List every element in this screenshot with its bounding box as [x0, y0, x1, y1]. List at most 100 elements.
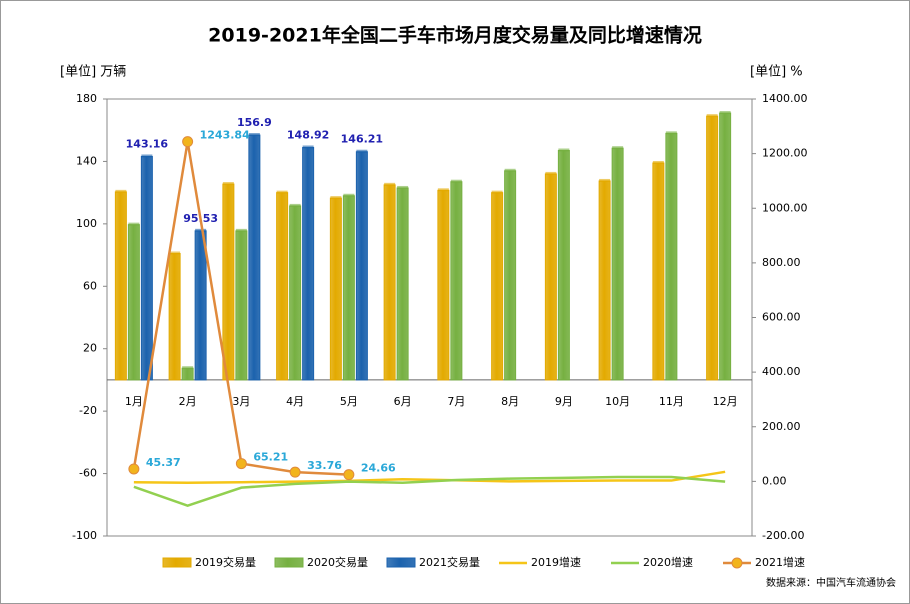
- bar: [114, 191, 127, 381]
- bar-top: [330, 196, 342, 200]
- bar-top: [128, 222, 140, 226]
- line: [133, 475, 726, 508]
- bar-top: [384, 182, 396, 186]
- y-axis-label: [单位] 万辆: [60, 65, 126, 80]
- bar: [450, 181, 463, 381]
- point: [128, 463, 140, 475]
- bar-top: [545, 171, 557, 175]
- y-tick-label: -100: [72, 529, 97, 542]
- legend-swatch: [162, 557, 192, 568]
- bar-top: [706, 114, 718, 118]
- x-tick-label: 9月: [555, 395, 573, 408]
- x-tick-label: 1月: [125, 395, 143, 408]
- x-tick-label: 10月: [605, 395, 630, 408]
- bar-top: [437, 188, 449, 192]
- bar: [396, 187, 409, 381]
- y2-tick-label: 200.00: [762, 420, 801, 433]
- point: [289, 466, 301, 478]
- bar-top: [356, 149, 368, 153]
- x-tick-label: 3月: [232, 395, 250, 408]
- y2-tick-label: 400.00: [762, 365, 801, 378]
- x-tick-label: 11月: [659, 395, 684, 408]
- y2-tick-label: 1200.00: [762, 147, 808, 160]
- data-label: 1243.84: [200, 129, 250, 142]
- bar-top: [248, 133, 260, 137]
- bar-top: [141, 154, 153, 158]
- data-label: 146.21: [341, 133, 383, 146]
- bar-top: [558, 148, 570, 152]
- bar-top: [169, 251, 181, 255]
- bar: [491, 192, 504, 381]
- bar: [665, 132, 678, 381]
- bar-top: [612, 146, 624, 150]
- bar: [544, 173, 557, 381]
- y-tick-label: 20: [83, 342, 97, 355]
- bar: [611, 147, 624, 381]
- x-tick-label: 8月: [501, 395, 519, 408]
- bar: [140, 155, 153, 381]
- source: 数据来源：中国汽车流通协会: [766, 576, 896, 589]
- legend-swatch: [274, 557, 304, 568]
- bar-top: [302, 145, 314, 149]
- bar-top: [599, 178, 611, 182]
- bar: [194, 230, 207, 381]
- x-tick-label: 4月: [286, 395, 304, 408]
- bar-top: [182, 366, 194, 370]
- point: [343, 469, 355, 481]
- bar: [127, 224, 140, 381]
- legend-label: 2019交易量: [195, 555, 256, 569]
- bar-top: [235, 228, 247, 232]
- legend-swatch: [386, 557, 416, 568]
- data-label: 33.76: [307, 459, 342, 472]
- bar-top: [652, 160, 664, 164]
- line: [133, 470, 726, 484]
- data-label: 24.66: [361, 462, 396, 475]
- bar: [222, 183, 235, 381]
- y-tick-label: 140: [76, 154, 97, 167]
- bar: [706, 115, 719, 381]
- x-tick-label: 5月: [340, 395, 358, 408]
- x-tick-label: 12月: [713, 395, 738, 408]
- y2-tick-label: 600.00: [762, 311, 801, 324]
- y-tick-label: -20: [79, 404, 97, 417]
- data-label: 143.16: [126, 137, 169, 150]
- data-label: 156.9: [237, 116, 272, 129]
- bar-top: [195, 228, 207, 232]
- y-tick-label: 100: [76, 217, 97, 230]
- bar: [276, 192, 289, 381]
- legend-label: 2021交易量: [419, 555, 480, 569]
- bar: [383, 184, 396, 381]
- y-tick-label: 180: [76, 92, 97, 105]
- bar: [719, 112, 732, 381]
- point: [235, 458, 247, 470]
- bar-top: [276, 190, 288, 194]
- bar-top: [397, 185, 409, 189]
- bar-top: [719, 111, 731, 115]
- y2-tick-label: 1000.00: [762, 201, 808, 214]
- y-tick-label: -60: [79, 467, 97, 480]
- legend-label: 2020交易量: [307, 555, 368, 569]
- bar: [557, 150, 570, 381]
- bar-top: [491, 190, 503, 194]
- bar: [355, 151, 368, 381]
- bar-top: [289, 203, 301, 207]
- y-tick-label: 60: [83, 279, 97, 292]
- data-label: 65.21: [253, 451, 288, 464]
- legend-label: 2019增速: [531, 555, 581, 569]
- y2-tick-label: 0.00: [762, 474, 787, 487]
- legend-label: 2021增速: [755, 555, 805, 569]
- bar: [181, 367, 194, 381]
- bar: [437, 189, 450, 381]
- bar: [235, 230, 248, 381]
- legend-marker: [731, 557, 743, 569]
- chart-title: 2019-2021年全国二手车市场月度交易量及同比增速情况: [208, 24, 702, 47]
- bar-top: [504, 168, 516, 172]
- legend-label: 2020增速: [643, 555, 693, 569]
- x-tick-label: 2月: [179, 395, 197, 408]
- bar: [504, 170, 517, 381]
- bar: [652, 162, 665, 381]
- bar-top: [222, 182, 234, 186]
- bar: [302, 147, 315, 381]
- data-label: 45.37: [146, 456, 181, 469]
